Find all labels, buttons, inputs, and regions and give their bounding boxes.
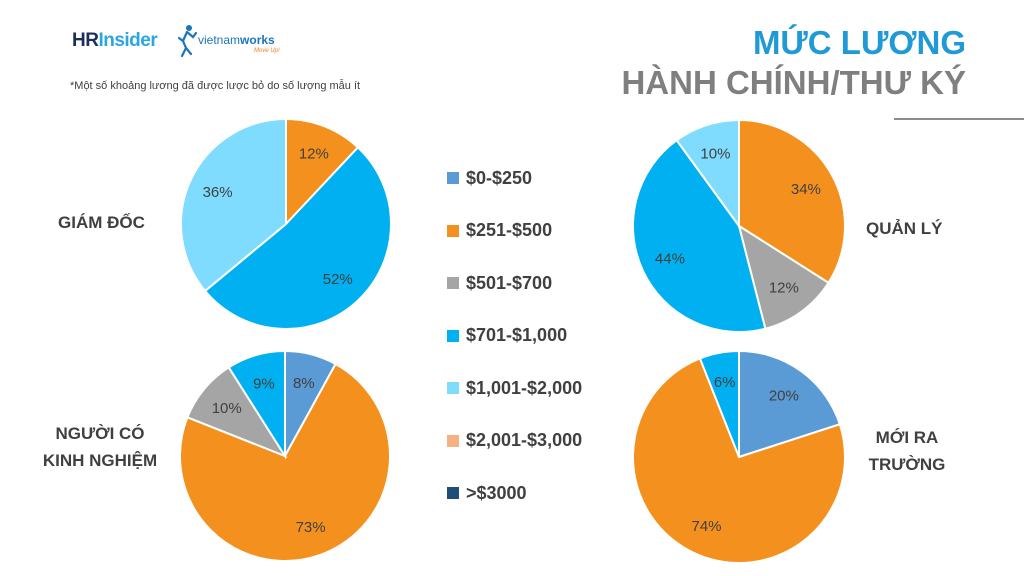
- sample-note: *Một số khoảng lương đã được lược bỏ do …: [70, 80, 361, 92]
- vietnamworks-logo: vietnamworks Move Up!: [176, 24, 286, 58]
- legend-label: $701-$1,000: [466, 325, 568, 346]
- hr-insider-logo: HRInsider: [72, 30, 158, 51]
- slice-label: 34%: [791, 181, 821, 198]
- pie-slice: [632, 138, 767, 333]
- label-quan-ly: QUẢN LÝ: [866, 219, 943, 238]
- pie-slice: [738, 349, 842, 459]
- label-nguoi-co-kinh-nghiem: NGƯỜI CÓ KINH NGHIỆM: [42, 424, 158, 470]
- label-giam-doc: GIÁM ĐỐC: [58, 213, 145, 232]
- legend-item: $1,001-$2,000: [447, 362, 582, 415]
- legend-swatch: [447, 224, 459, 237]
- slice-label: 10%: [700, 145, 730, 162]
- pie-slice: [227, 349, 286, 460]
- legend-label: $251-$500: [466, 220, 553, 241]
- pie-slice: [180, 117, 287, 293]
- pie-slice: [179, 362, 391, 562]
- legend-item: $2,001-$3,000: [447, 415, 582, 468]
- legend-swatch: [447, 172, 459, 185]
- legend-label: >$3000: [466, 482, 527, 503]
- legend-item: $501-$700: [447, 257, 582, 310]
- legend-swatch: [447, 277, 459, 290]
- chart-legend: $0-$250 $251-$500 $501-$700 $701-$1,000 $1,0…: [447, 152, 582, 520]
- pie-slice: [698, 349, 740, 458]
- legend-swatch: [447, 434, 459, 447]
- legend-item: >$3000: [447, 467, 582, 520]
- slice-label: 44%: [655, 250, 685, 267]
- legend-swatch: [447, 382, 459, 395]
- pie-slice: [737, 223, 830, 330]
- legend-item: $701-$1,000: [447, 310, 582, 363]
- legend-label: $0-$250: [466, 167, 533, 188]
- slice-label: 12%: [769, 280, 799, 297]
- title-divider: [894, 118, 1024, 120]
- legend-swatch: [447, 487, 459, 500]
- legend-item: $251-$500: [447, 205, 582, 258]
- legend-swatch: [447, 329, 459, 342]
- slice-label: 20%: [769, 387, 799, 404]
- pie-slice: [203, 146, 392, 330]
- legend-item: $0-$250: [447, 152, 582, 205]
- legend-label: $1,001-$2,000: [466, 377, 583, 398]
- slice-label: 36%: [203, 184, 233, 201]
- legend-label: $501-$700: [466, 272, 553, 293]
- slice-label: 10%: [212, 400, 242, 417]
- pie-slice: [675, 118, 740, 230]
- pie-slice: [285, 117, 360, 227]
- slice-label: 74%: [691, 518, 721, 535]
- slice-label: 12%: [299, 146, 329, 163]
- runner-icon: [177, 25, 198, 58]
- label-moi-ra-truong: MỚI RA TRƯỜNG: [868, 428, 946, 474]
- legend-label: $2,001-$3,000: [466, 430, 583, 451]
- pie-slice: [632, 357, 846, 564]
- slice-label: 8%: [293, 375, 315, 392]
- slice-label: 6%: [714, 374, 736, 391]
- page-subtitle: HÀNH CHÍNH/THƯ KÝ: [621, 64, 966, 101]
- page-title: MỨC LƯƠNG: [752, 24, 966, 61]
- slice-label: 52%: [323, 271, 353, 288]
- slice-label: 9%: [253, 375, 275, 392]
- slice-label: 73%: [296, 519, 326, 536]
